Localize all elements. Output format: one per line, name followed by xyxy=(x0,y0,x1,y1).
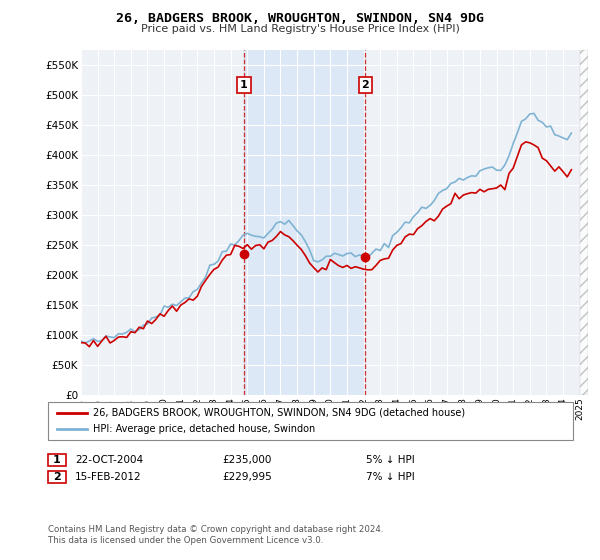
Text: 26, BADGERS BROOK, WROUGHTON, SWINDON, SN4 9DG: 26, BADGERS BROOK, WROUGHTON, SWINDON, S… xyxy=(116,12,484,25)
Text: 15-FEB-2012: 15-FEB-2012 xyxy=(75,472,142,482)
Text: 26, BADGERS BROOK, WROUGHTON, SWINDON, SN4 9DG (detached house): 26, BADGERS BROOK, WROUGHTON, SWINDON, S… xyxy=(93,408,465,418)
Text: Contains HM Land Registry data © Crown copyright and database right 2024.
This d: Contains HM Land Registry data © Crown c… xyxy=(48,525,383,545)
Text: 1: 1 xyxy=(240,80,248,90)
Text: 7% ↓ HPI: 7% ↓ HPI xyxy=(366,472,415,482)
Text: 2: 2 xyxy=(53,472,61,482)
Text: 1: 1 xyxy=(53,455,61,465)
Bar xyxy=(244,50,365,395)
Text: HPI: Average price, detached house, Swindon: HPI: Average price, detached house, Swin… xyxy=(93,424,315,434)
Text: £235,000: £235,000 xyxy=(222,455,271,465)
Text: £229,995: £229,995 xyxy=(222,472,272,482)
Text: Price paid vs. HM Land Registry's House Price Index (HPI): Price paid vs. HM Land Registry's House … xyxy=(140,24,460,34)
Text: 5% ↓ HPI: 5% ↓ HPI xyxy=(366,455,415,465)
Text: 22-OCT-2004: 22-OCT-2004 xyxy=(75,455,143,465)
Text: 2: 2 xyxy=(361,80,369,90)
